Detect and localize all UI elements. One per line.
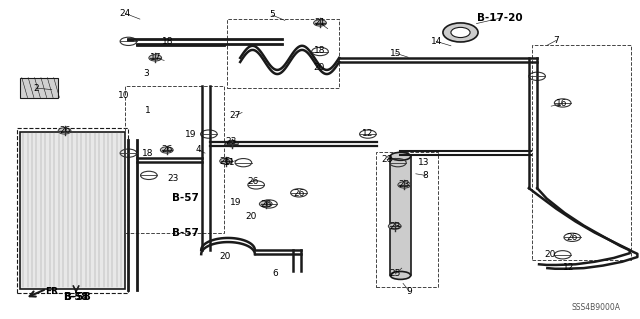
- Circle shape: [388, 223, 401, 229]
- Text: 20: 20: [544, 250, 556, 259]
- Text: 20: 20: [313, 63, 324, 72]
- Text: 24: 24: [120, 9, 131, 18]
- Text: 6: 6: [273, 269, 278, 278]
- Circle shape: [161, 147, 173, 153]
- Ellipse shape: [443, 23, 478, 42]
- Text: 28: 28: [381, 155, 393, 164]
- Bar: [390, 156, 411, 275]
- Text: 3: 3: [143, 69, 149, 78]
- Text: 26: 26: [220, 157, 231, 166]
- Text: 16: 16: [556, 100, 567, 108]
- Text: 18: 18: [163, 37, 174, 46]
- Text: 20: 20: [245, 212, 257, 221]
- Text: B-57: B-57: [172, 228, 199, 238]
- Polygon shape: [20, 131, 125, 289]
- Ellipse shape: [390, 271, 411, 279]
- Text: 19: 19: [230, 198, 241, 207]
- Text: 26: 26: [247, 177, 259, 186]
- Text: 26: 26: [260, 200, 271, 209]
- Text: SSS4B9000A: SSS4B9000A: [571, 303, 620, 312]
- Text: 25: 25: [390, 269, 401, 278]
- Circle shape: [225, 140, 238, 147]
- Text: 26: 26: [566, 233, 578, 242]
- Text: B-17-20: B-17-20: [477, 13, 523, 23]
- Text: 5: 5: [269, 11, 275, 19]
- Text: 26: 26: [161, 145, 172, 154]
- Text: 4: 4: [196, 145, 202, 154]
- Text: 17: 17: [150, 53, 161, 62]
- Text: 19: 19: [185, 130, 196, 139]
- Circle shape: [149, 55, 162, 61]
- Text: 10: 10: [118, 92, 130, 100]
- Text: 23: 23: [168, 174, 179, 183]
- Text: B-57: B-57: [172, 193, 199, 203]
- Text: 13: 13: [418, 158, 429, 167]
- Text: 26: 26: [59, 126, 70, 135]
- Circle shape: [314, 20, 326, 26]
- Text: B-58: B-58: [63, 292, 88, 302]
- Text: 2: 2: [33, 84, 38, 93]
- Text: B-58: B-58: [64, 292, 91, 302]
- Text: 18: 18: [314, 46, 326, 56]
- Text: 12: 12: [563, 263, 575, 272]
- Text: 12: 12: [362, 129, 374, 138]
- Circle shape: [58, 128, 71, 134]
- Ellipse shape: [390, 152, 411, 160]
- Text: 27: 27: [229, 111, 241, 120]
- Text: 1: 1: [145, 106, 150, 115]
- Text: 14: 14: [431, 37, 442, 46]
- Ellipse shape: [451, 27, 470, 38]
- Polygon shape: [20, 78, 58, 98]
- Text: 15: 15: [390, 48, 401, 58]
- Text: FR: FR: [45, 286, 58, 295]
- Circle shape: [398, 182, 411, 188]
- Text: 20: 20: [220, 252, 231, 261]
- Text: 26: 26: [293, 189, 305, 198]
- Text: 23: 23: [225, 137, 236, 145]
- Text: 23: 23: [389, 222, 401, 231]
- Circle shape: [220, 158, 232, 164]
- Text: 18: 18: [142, 149, 154, 158]
- Text: 8: 8: [422, 171, 428, 180]
- Circle shape: [259, 201, 272, 207]
- Text: 11: 11: [223, 158, 235, 167]
- Text: 21: 21: [314, 19, 326, 27]
- Text: 23: 23: [399, 181, 410, 189]
- Text: 9: 9: [406, 287, 412, 296]
- Text: 7: 7: [554, 36, 559, 45]
